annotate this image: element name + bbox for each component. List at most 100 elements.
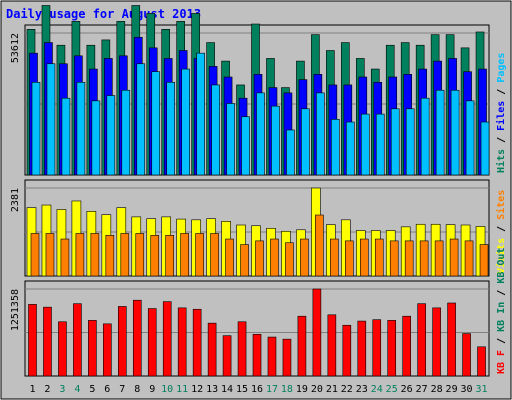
pages-bar-4 [76,81,86,176]
kbf-bar-8 [132,299,142,377]
kbf-bar-13 [207,322,217,377]
kbf-bar-31 [477,346,486,377]
pages-bar-18 [286,129,295,176]
sites-bar-23 [359,238,369,277]
day-label-25: 25 [386,384,398,395]
sites-bar-7 [120,233,130,277]
kbf-bar-10 [162,301,172,377]
legend-layer: Hits / Files / Pages Visits / Sites KB F /… [495,53,507,374]
pages-bar-2 [46,63,56,176]
sites-bar-10 [165,235,175,277]
day-label-1: 1 [29,384,35,395]
sites-bar-27 [419,240,429,277]
pages-bar-14 [226,103,235,176]
day-label-9: 9 [149,384,155,395]
pages-bar-6 [106,95,116,176]
sites-bar-13 [210,233,219,277]
day-label-16: 16 [251,384,263,395]
pages-bar-8 [136,63,146,176]
pages-bar-17 [271,105,280,176]
kbf-bar-28 [432,307,441,377]
day-label-19: 19 [296,384,308,395]
sites-bar-31 [479,244,489,277]
kbf-bar-29 [447,302,456,377]
day-label-15: 15 [236,384,248,395]
kbf-panel-legend-item-0: KB F [496,350,507,374]
pages-bar-26 [405,108,415,176]
day-label-14: 14 [221,384,233,395]
kbf-panel-legend-item-1: / [496,338,507,350]
day-labels: 1 2 3 4 5 6 7 8 9 10 11 12 13 14 15 16 17 18 19 20 21 22 23 24 2… [29,384,487,395]
pages-bar-3 [61,97,71,176]
kbf-bar-24 [372,319,382,377]
kbf-bar-26 [402,315,411,377]
kbf-bar-20 [312,288,322,377]
pages-bar-24 [375,113,385,176]
pages-bar-21 [331,119,340,176]
sites-bar-6 [105,235,115,277]
pages-bar-5 [91,100,101,176]
visits-panel-legend-item-1: / [496,226,507,238]
day-label-13: 13 [206,384,218,395]
sites-bar-20 [315,214,324,277]
sites-bar-29 [449,238,459,277]
kbf-bar-18 [282,338,292,377]
sites-bar-4 [75,233,85,277]
sites-bar-30 [464,240,474,277]
kbf-panel-legend-item-4: KB Out [496,248,507,290]
day-label-23: 23 [356,384,368,395]
kbf-bar-19 [297,315,307,377]
kbf-bar-27 [417,303,426,377]
kbf-bar-1 [28,304,37,377]
kbf-bar-21 [327,314,337,377]
pages-bar-20 [316,92,325,176]
hits-panel-legend-item-0: Hits [495,149,507,173]
sites-bar-19 [300,238,309,277]
day-label-17: 17 [266,384,278,395]
sites-bar-9 [150,235,160,277]
visits-panel-legend-item-0: Visits [495,238,507,274]
day-label-10: 10 [161,384,173,395]
kbf-panel-legend-item-2: KB In [496,302,507,338]
hits-panel-legend: Hits / Files / Pages [495,53,507,173]
pages-bar-30 [465,100,475,176]
day-label-7: 7 [119,384,125,395]
day-label-3: 3 [59,384,65,395]
pages-bar-11 [181,68,190,176]
day-label-8: 8 [134,384,140,395]
kbf-panel: 1251358 [10,280,490,377]
sites-bar-25 [389,240,399,277]
pages-bar-7 [121,89,131,176]
sites-bar-15 [240,244,249,277]
day-label-4: 4 [74,384,80,395]
kbf-bar-9 [147,308,157,377]
pages-bar-9 [151,71,161,176]
pages-bar-23 [360,113,370,176]
day-label-24: 24 [371,384,383,395]
sites-bar-28 [434,240,444,277]
visits-panel-max-label: 2381 [10,188,21,212]
pages-bar-29 [450,89,460,176]
day-label-29: 29 [446,384,458,395]
day-label-26: 26 [401,384,413,395]
day-label-11: 11 [176,384,188,395]
sites-bar-2 [45,233,55,277]
pages-bar-27 [420,97,430,176]
sites-bar-8 [135,233,145,277]
hits-panel-legend-item-4: Pages [496,53,507,89]
pages-bar-22 [346,121,355,176]
sites-bar-24 [374,238,384,277]
day-label-6: 6 [104,384,110,395]
pages-bar-12 [196,52,205,176]
pages-bar-28 [435,89,445,176]
sites-bar-1 [30,233,40,277]
kbf-bar-17 [267,336,277,377]
day-label-28: 28 [431,384,443,395]
bars-layer [26,5,490,377]
day-label-22: 22 [341,384,353,395]
hits-panel-max-label: 53612 [10,33,21,63]
visits-panel-legend: Visits / Sites [495,190,507,274]
day-label-21: 21 [326,384,338,395]
pages-bar-16 [256,92,265,176]
